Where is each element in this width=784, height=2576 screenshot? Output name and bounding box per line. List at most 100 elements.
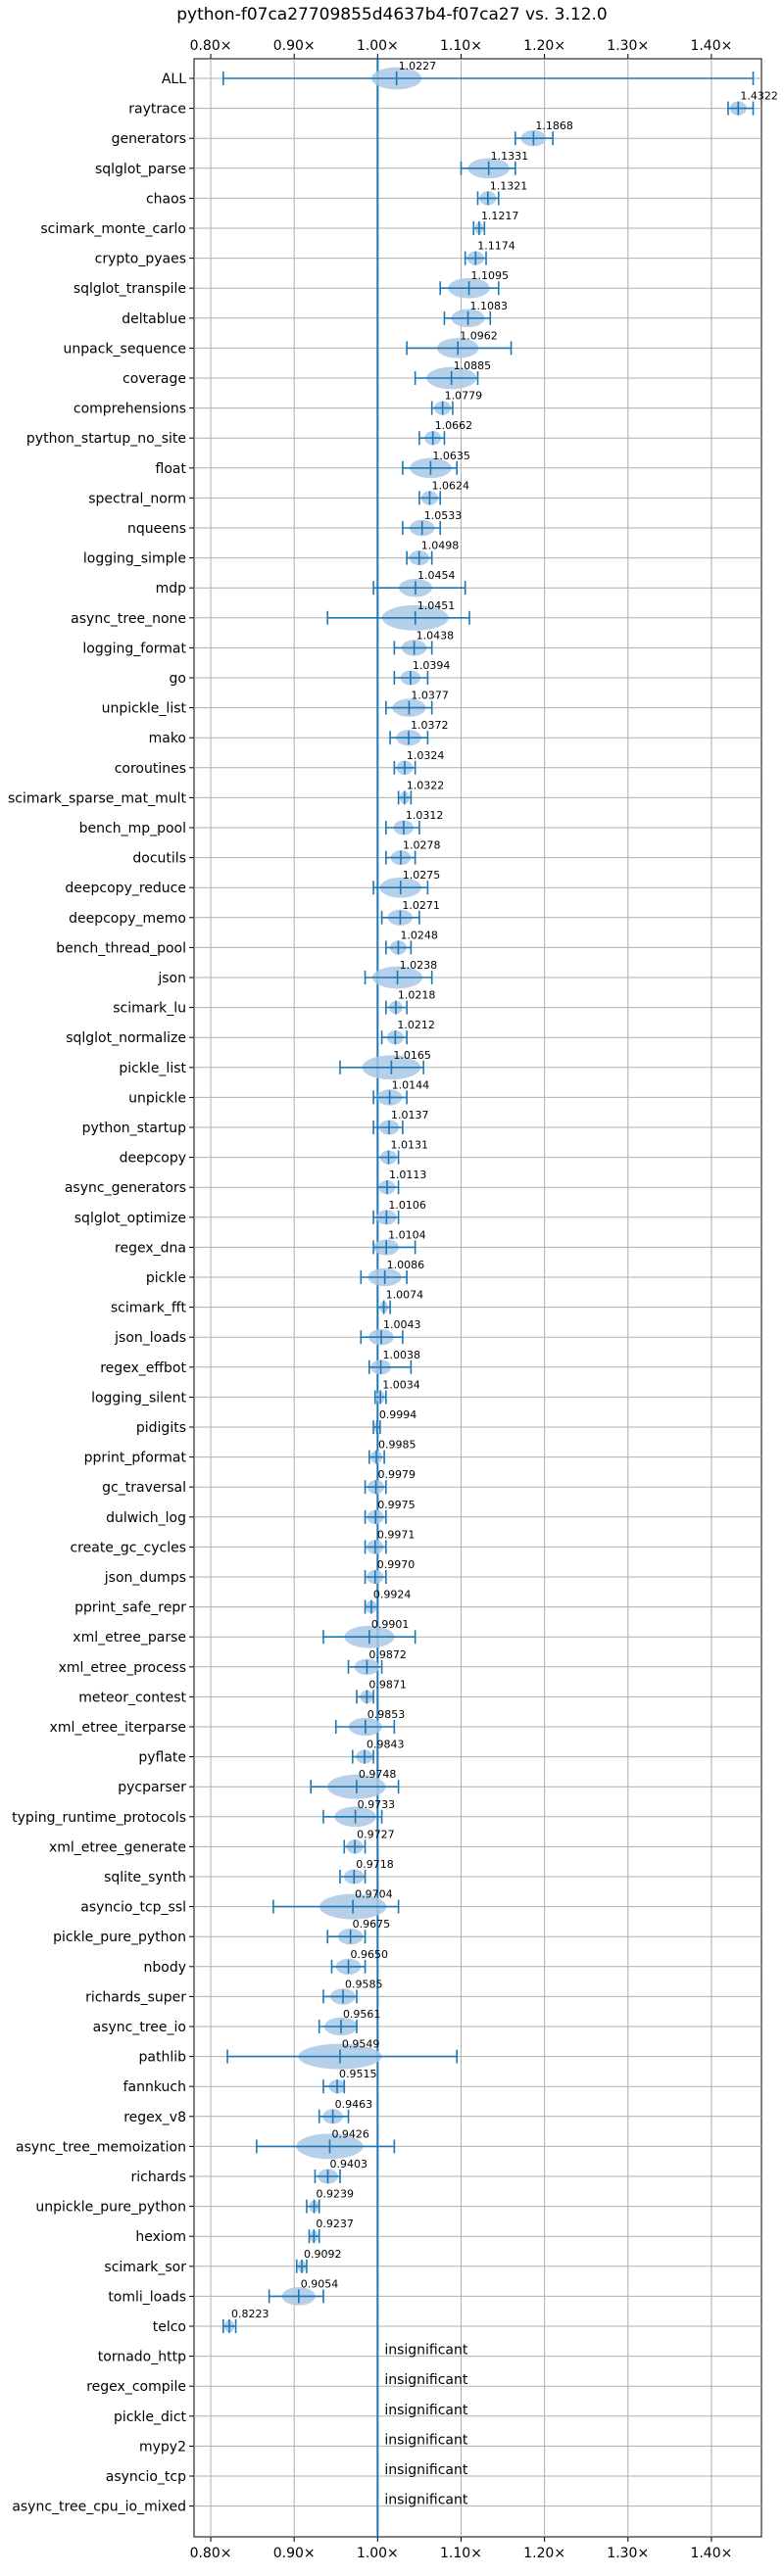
violin-bench-mp-pool (385, 820, 420, 835)
violin-logging-format (393, 640, 433, 656)
mean-value-label: 1.0113 (389, 1169, 427, 1181)
violin-comprehensions (430, 401, 454, 415)
violin-float (402, 457, 459, 479)
x-tick-label-top: 0.90× (273, 38, 316, 54)
violin-pidigits (372, 1420, 381, 1434)
mean-value-label: 1.0131 (390, 1139, 428, 1152)
y-tick-label: fannkuch (123, 2079, 186, 2095)
y-tick-label: spectral_norm (88, 491, 186, 506)
violin-hexiom (308, 2229, 320, 2244)
mean-value-label: 1.0086 (387, 1259, 425, 1271)
violin-crypto-pyaes (464, 251, 487, 265)
y-tick-label: hexiom (135, 2229, 186, 2245)
y-tick-label: nqueens (127, 521, 186, 537)
x-tick-label-bottom: 1.00× (357, 2546, 399, 2561)
y-tick-label: mypy2 (139, 2439, 186, 2455)
x-tick-label-bottom: 1.10× (440, 2546, 482, 2561)
mean-value-label: 0.9985 (378, 1439, 416, 1452)
y-tick-label: deepcopy (120, 1151, 186, 1167)
mean-value-label: 1.1174 (477, 240, 514, 253)
y-tick-label: pprint_pformat (84, 1451, 187, 1466)
mean-value-label: 1.1321 (490, 179, 528, 192)
violin-chaos (476, 191, 500, 206)
mean-value-label: 1.0043 (383, 1318, 421, 1331)
violin-python-startup (372, 1120, 404, 1135)
violin-xml-etree-process (347, 1658, 383, 1675)
x-tick-label-bottom: 1.20× (523, 2546, 565, 2561)
y-tick-label: pprint_safe_repr (74, 1600, 186, 1616)
y-tick-label: sqlglot_optimize (74, 1211, 186, 1226)
y-tick-label: unpack_sequence (64, 341, 186, 357)
violin-xml-etree-generate (343, 1839, 367, 1854)
x-tick-label-bottom: 0.80× (190, 2546, 232, 2561)
violin-scimark-fft (376, 1300, 391, 1314)
y-tick-label: bench_thread_pool (56, 940, 186, 956)
x-tick-label-bottom: 0.90× (273, 2546, 316, 2561)
mean-value-label: 1.0372 (411, 719, 449, 732)
violin-meteor-contest (356, 1690, 374, 1704)
y-tick-label: logging_simple (83, 551, 186, 567)
y-tick-label: coverage (122, 371, 186, 387)
violin-sqlglot-normalize (380, 1030, 408, 1045)
y-tick-label: deltablue (122, 311, 186, 327)
violin-coverage (414, 366, 479, 390)
y-tick-label: unpickle_pure_python (35, 2200, 186, 2216)
mean-value-label: 1.0394 (413, 659, 451, 672)
y-tick-label: scimark_monte_carlo (40, 221, 186, 237)
insignificant-label: insignificant (384, 2372, 468, 2388)
y-tick-label: regex_effbot (100, 1360, 186, 1376)
mean-value-label: 1.0275 (403, 869, 441, 882)
violin-logging-silent (373, 1390, 387, 1405)
y-tick-label: richards_super (85, 1989, 186, 2005)
mean-value-label: 1.0034 (382, 1378, 420, 1391)
mean-value-label: 1.0238 (400, 959, 438, 972)
y-tick-label: typing_runtime_protocols (12, 1810, 186, 1826)
violin-async-generators (376, 1180, 400, 1195)
violin-fannkuch (322, 2079, 346, 2094)
mean-value-label: 1.0278 (403, 839, 441, 852)
x-tick-label-bottom: 1.30× (607, 2546, 649, 2561)
y-tick-label: tornado_http (98, 2350, 186, 2365)
y-tick-label: nbody (144, 1960, 187, 1976)
violin-sqlglot-transpile (439, 277, 500, 299)
mean-value-label: 0.8223 (231, 2308, 270, 2320)
mean-value-label: 0.9733 (358, 1798, 396, 1811)
y-tick-label: pycparser (118, 1780, 186, 1795)
violin-unpack-sequence (406, 338, 513, 358)
mean-value-label: 1.0212 (397, 1019, 435, 1031)
x-tick-label-top: 0.80× (190, 38, 232, 54)
x-tick-label-bottom: 1.40× (690, 2546, 732, 2561)
mean-value-label: 0.9650 (351, 1948, 389, 1961)
violin-gc-traversal (364, 1480, 387, 1495)
y-tick-label: tomli_loads (108, 2289, 186, 2305)
mean-value-label: 1.1331 (491, 150, 529, 163)
y-tick-label: telco (153, 2319, 186, 2335)
grid-lines (194, 59, 761, 2537)
y-tick-label: pathlib (139, 2050, 187, 2066)
mean-value-label: 0.9853 (368, 1708, 406, 1721)
violin-richards (314, 2169, 341, 2184)
mean-value-label: 0.9237 (316, 2218, 354, 2230)
y-tick-label: sqlglot_parse (95, 162, 186, 177)
mean-value-label: 0.9901 (371, 1618, 410, 1631)
violin-pickle (360, 1267, 408, 1287)
violin-async-tree-memoization (256, 2133, 396, 2160)
y-tick-label: deepcopy_memo (69, 911, 186, 927)
y-tick-label: xml_etree_process (59, 1660, 186, 1676)
y-tick-label: json_loads (114, 1330, 186, 1346)
mean-value-label: 1.0074 (386, 1289, 424, 1302)
y-tick-label: asyncio_tcp (106, 2469, 186, 2485)
violin-pycparser (310, 1774, 400, 1799)
y-tick-label: xml_etree_iterparse (50, 1720, 186, 1736)
axis-ticks: 0.80× 0.80× 0.90× 0.90× 1.00× 1.00× 1.10× 1.10×… (8, 38, 732, 2561)
mean-value-label: 0.9994 (379, 1408, 417, 1421)
mean-value-label: 0.9979 (378, 1468, 416, 1481)
mean-value-label: 1.0137 (391, 1109, 429, 1121)
violin-regex-v8 (318, 2109, 350, 2124)
x-tick-label-top: 1.10× (440, 38, 482, 54)
y-tick-label: logging_silent (91, 1390, 186, 1406)
violin-sqlglot-optimize (372, 1210, 400, 1225)
insignificant-label: insignificant (384, 2403, 468, 2418)
mean-value-label: 1.4322 (740, 90, 778, 103)
mean-value-label: 0.9239 (317, 2188, 355, 2201)
